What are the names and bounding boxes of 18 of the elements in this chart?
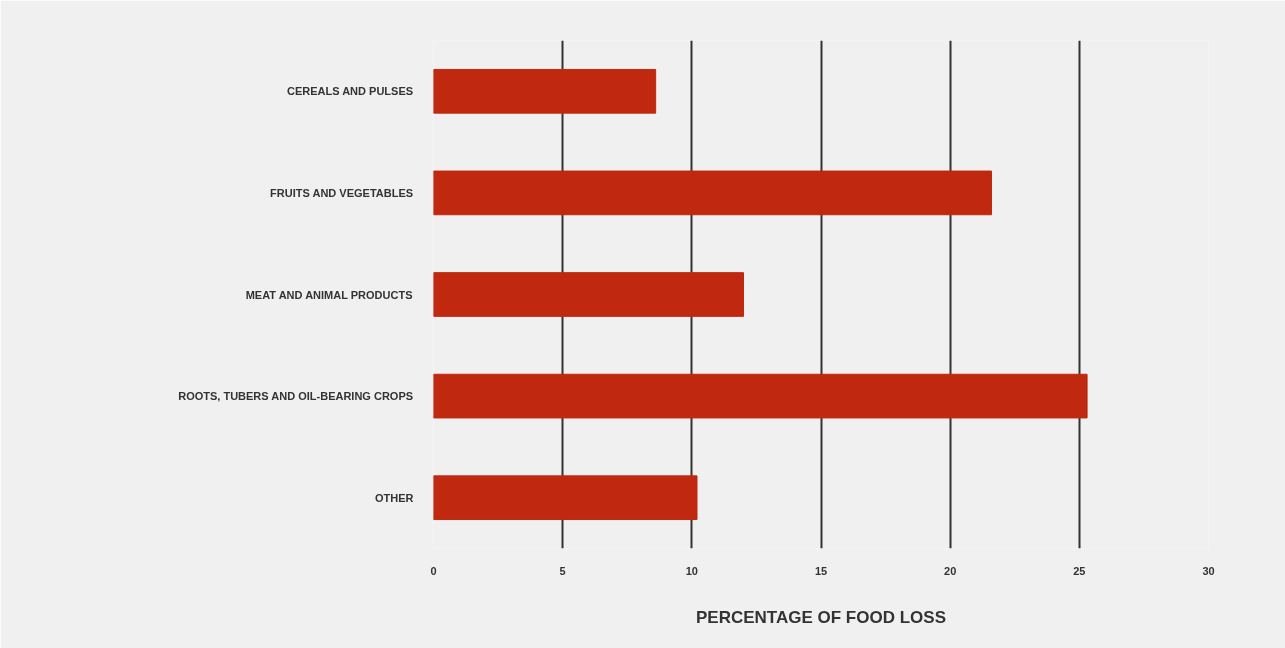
bar bbox=[433, 68, 657, 114]
bar bbox=[433, 475, 698, 521]
x-tick-label: 5 bbox=[559, 564, 566, 577]
bar bbox=[433, 272, 744, 317]
x-tick-label: 30 bbox=[1202, 564, 1215, 577]
x-tick-label: 15 bbox=[814, 564, 828, 577]
y-tick-label: ROOTS, TUBERS AND OIL-BEARING CROPS bbox=[178, 390, 414, 403]
x-tick-label: 0 bbox=[430, 564, 437, 577]
bar bbox=[433, 170, 992, 216]
x-tick-label: 20 bbox=[944, 564, 957, 577]
x-axis-title: PERCENTAGE OF FOOD LOSS bbox=[696, 607, 946, 627]
y-tick-label: CEREALS AND PULSES bbox=[286, 85, 414, 98]
y-tick-label: MEAT AND ANIMAL PRODUCTS bbox=[245, 288, 413, 301]
y-tick-label: FRUITS AND VEGETABLES bbox=[270, 186, 414, 199]
y-tick-label: OTHER bbox=[375, 491, 414, 504]
x-tick-label: 25 bbox=[1073, 564, 1086, 577]
x-tick-label: 10 bbox=[685, 564, 698, 577]
bar bbox=[433, 373, 1088, 419]
